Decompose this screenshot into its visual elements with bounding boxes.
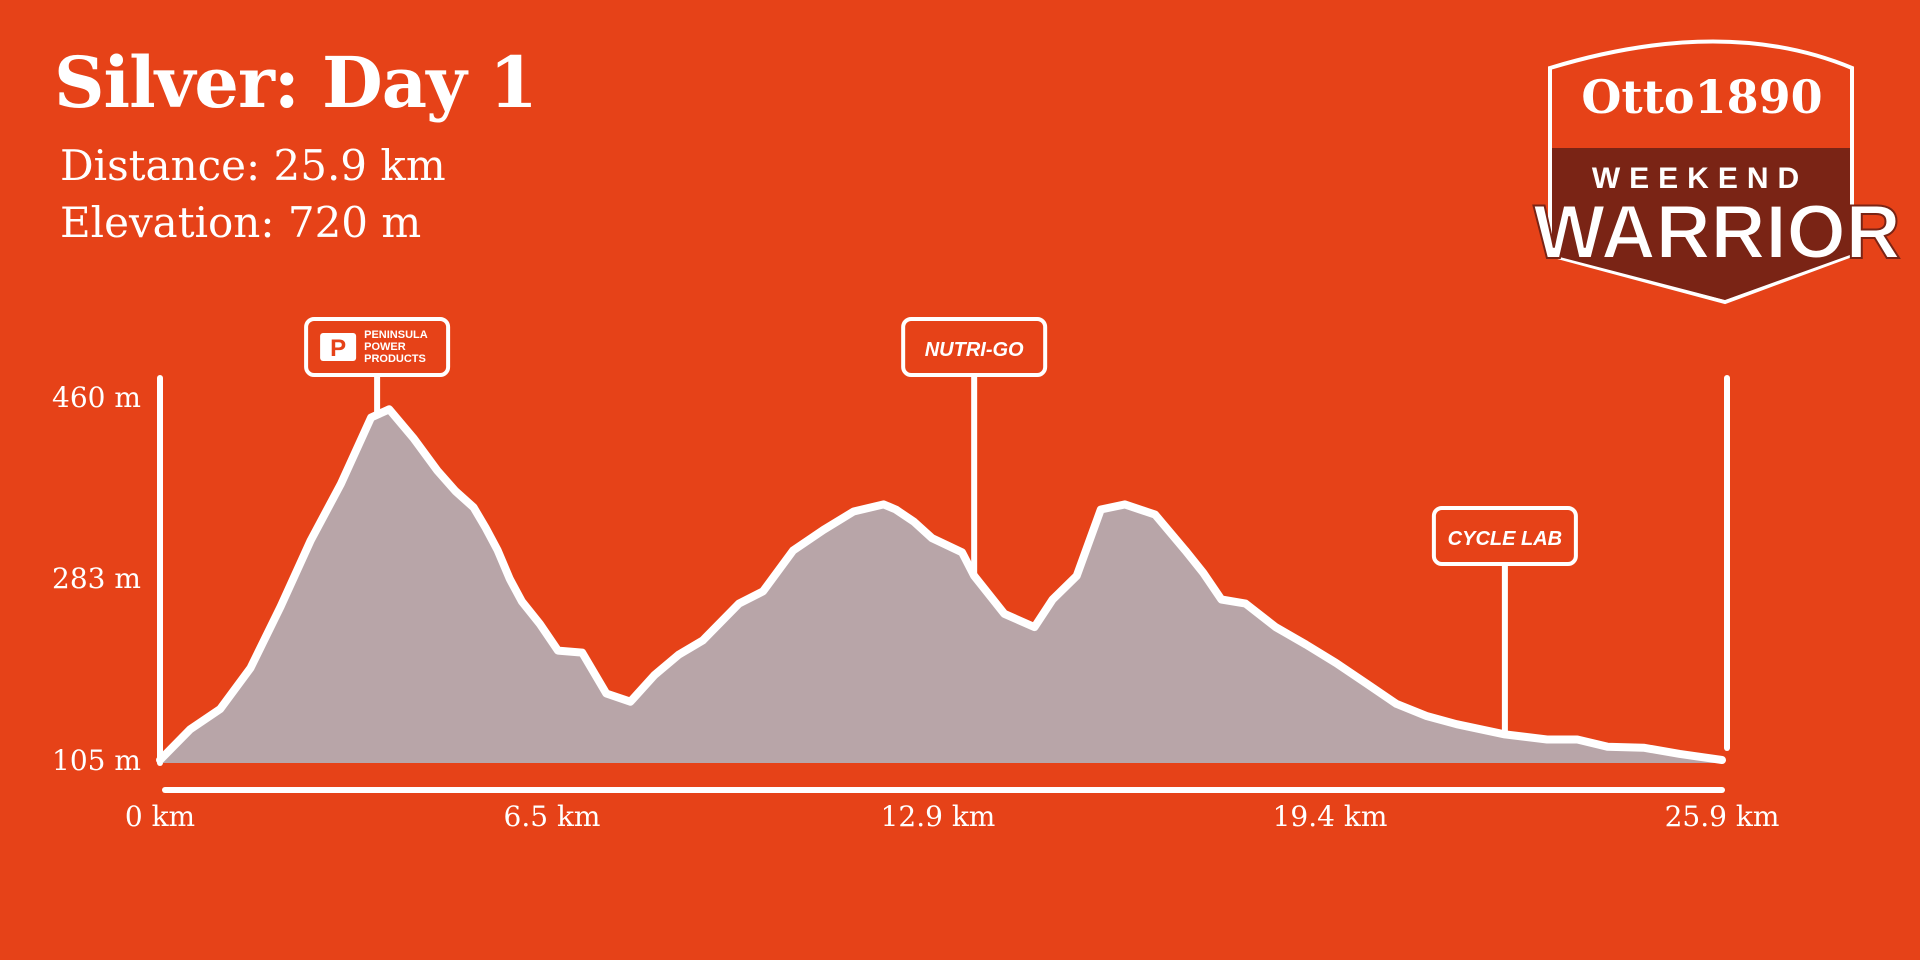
y-tick-label: 283 m	[52, 562, 141, 595]
elevation-profile-line	[156, 405, 1726, 764]
sponsor-name: NUTRI-GO	[925, 339, 1024, 361]
elevation-stat: Elevation: 720 m	[60, 198, 422, 247]
y-axis-ticks: 460 m 283 m 105 m	[52, 381, 141, 777]
logo-line2: WARRIOR	[1533, 190, 1900, 275]
sponsor-name-line: PENINSULA	[364, 329, 428, 341]
logo-brand: Otto1890	[1581, 70, 1822, 124]
sponsor-logo-letter: P	[330, 335, 346, 362]
x-axis-ticks: 0 km 6.5 km 12.9 km 19.4 km 25.9 km	[125, 800, 1780, 833]
logo-line1: WEEKEND	[1592, 162, 1808, 195]
sponsor-marker: NUTRI-GO	[901, 317, 1048, 576]
x-tick-label: 25.9 km	[1665, 800, 1780, 833]
sponsor-box	[901, 317, 1048, 377]
y-tick-label: 105 m	[52, 744, 141, 777]
sponsor-box	[1431, 506, 1578, 566]
sponsor-marker: CYCLE LAB	[1431, 506, 1578, 735]
x-tick-label: 12.9 km	[881, 800, 996, 833]
x-tick-label: 6.5 km	[504, 800, 601, 833]
sponsor-name: CYCLE LAB	[1448, 528, 1562, 550]
weekend-warrior-logo: Otto1890 WEEKEND WARRIOR	[1532, 39, 1902, 305]
sponsor-name-line: PRODUCTS	[364, 353, 426, 365]
sponsor-logo-icon	[320, 333, 357, 361]
sponsor-name-line: POWER	[364, 341, 406, 353]
elevation-area	[160, 409, 1722, 763]
y-tick-label: 460 m	[52, 381, 141, 414]
distance-stat: Distance: 25.9 km	[60, 141, 446, 190]
x-tick-label: 19.4 km	[1273, 800, 1388, 833]
x-tick-label: 0 km	[125, 800, 195, 833]
page-title: Silver: Day 1	[54, 41, 538, 124]
